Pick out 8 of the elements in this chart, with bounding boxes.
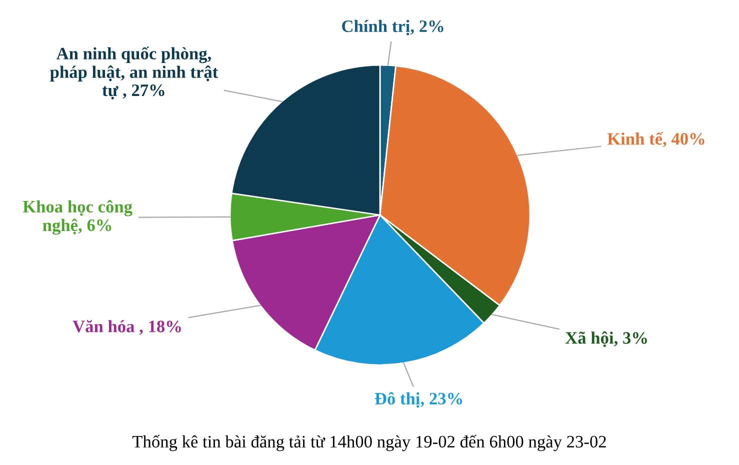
text: Thống kê tin bài đăng tải từ 14h00 ngày 19-02 đến 6h00 ngày 23-02: [132, 434, 606, 452]
slice-label: Chính trị, 2%: [342, 20, 444, 36]
slice-label: Đô thị, 23%: [374, 392, 462, 408]
slice-label: Xã hội, 3%: [565, 331, 647, 348]
slice-label: Khoa học công nghệ, 6%: [22, 200, 132, 235]
slice-label: Văn hóa , 18%: [72, 320, 181, 335]
slice-label: An ninh quốc phòng, pháp luật, an ninh trật tự , 27%: [50, 46, 218, 100]
slice-label: Kinh tế, 40%: [607, 132, 704, 148]
